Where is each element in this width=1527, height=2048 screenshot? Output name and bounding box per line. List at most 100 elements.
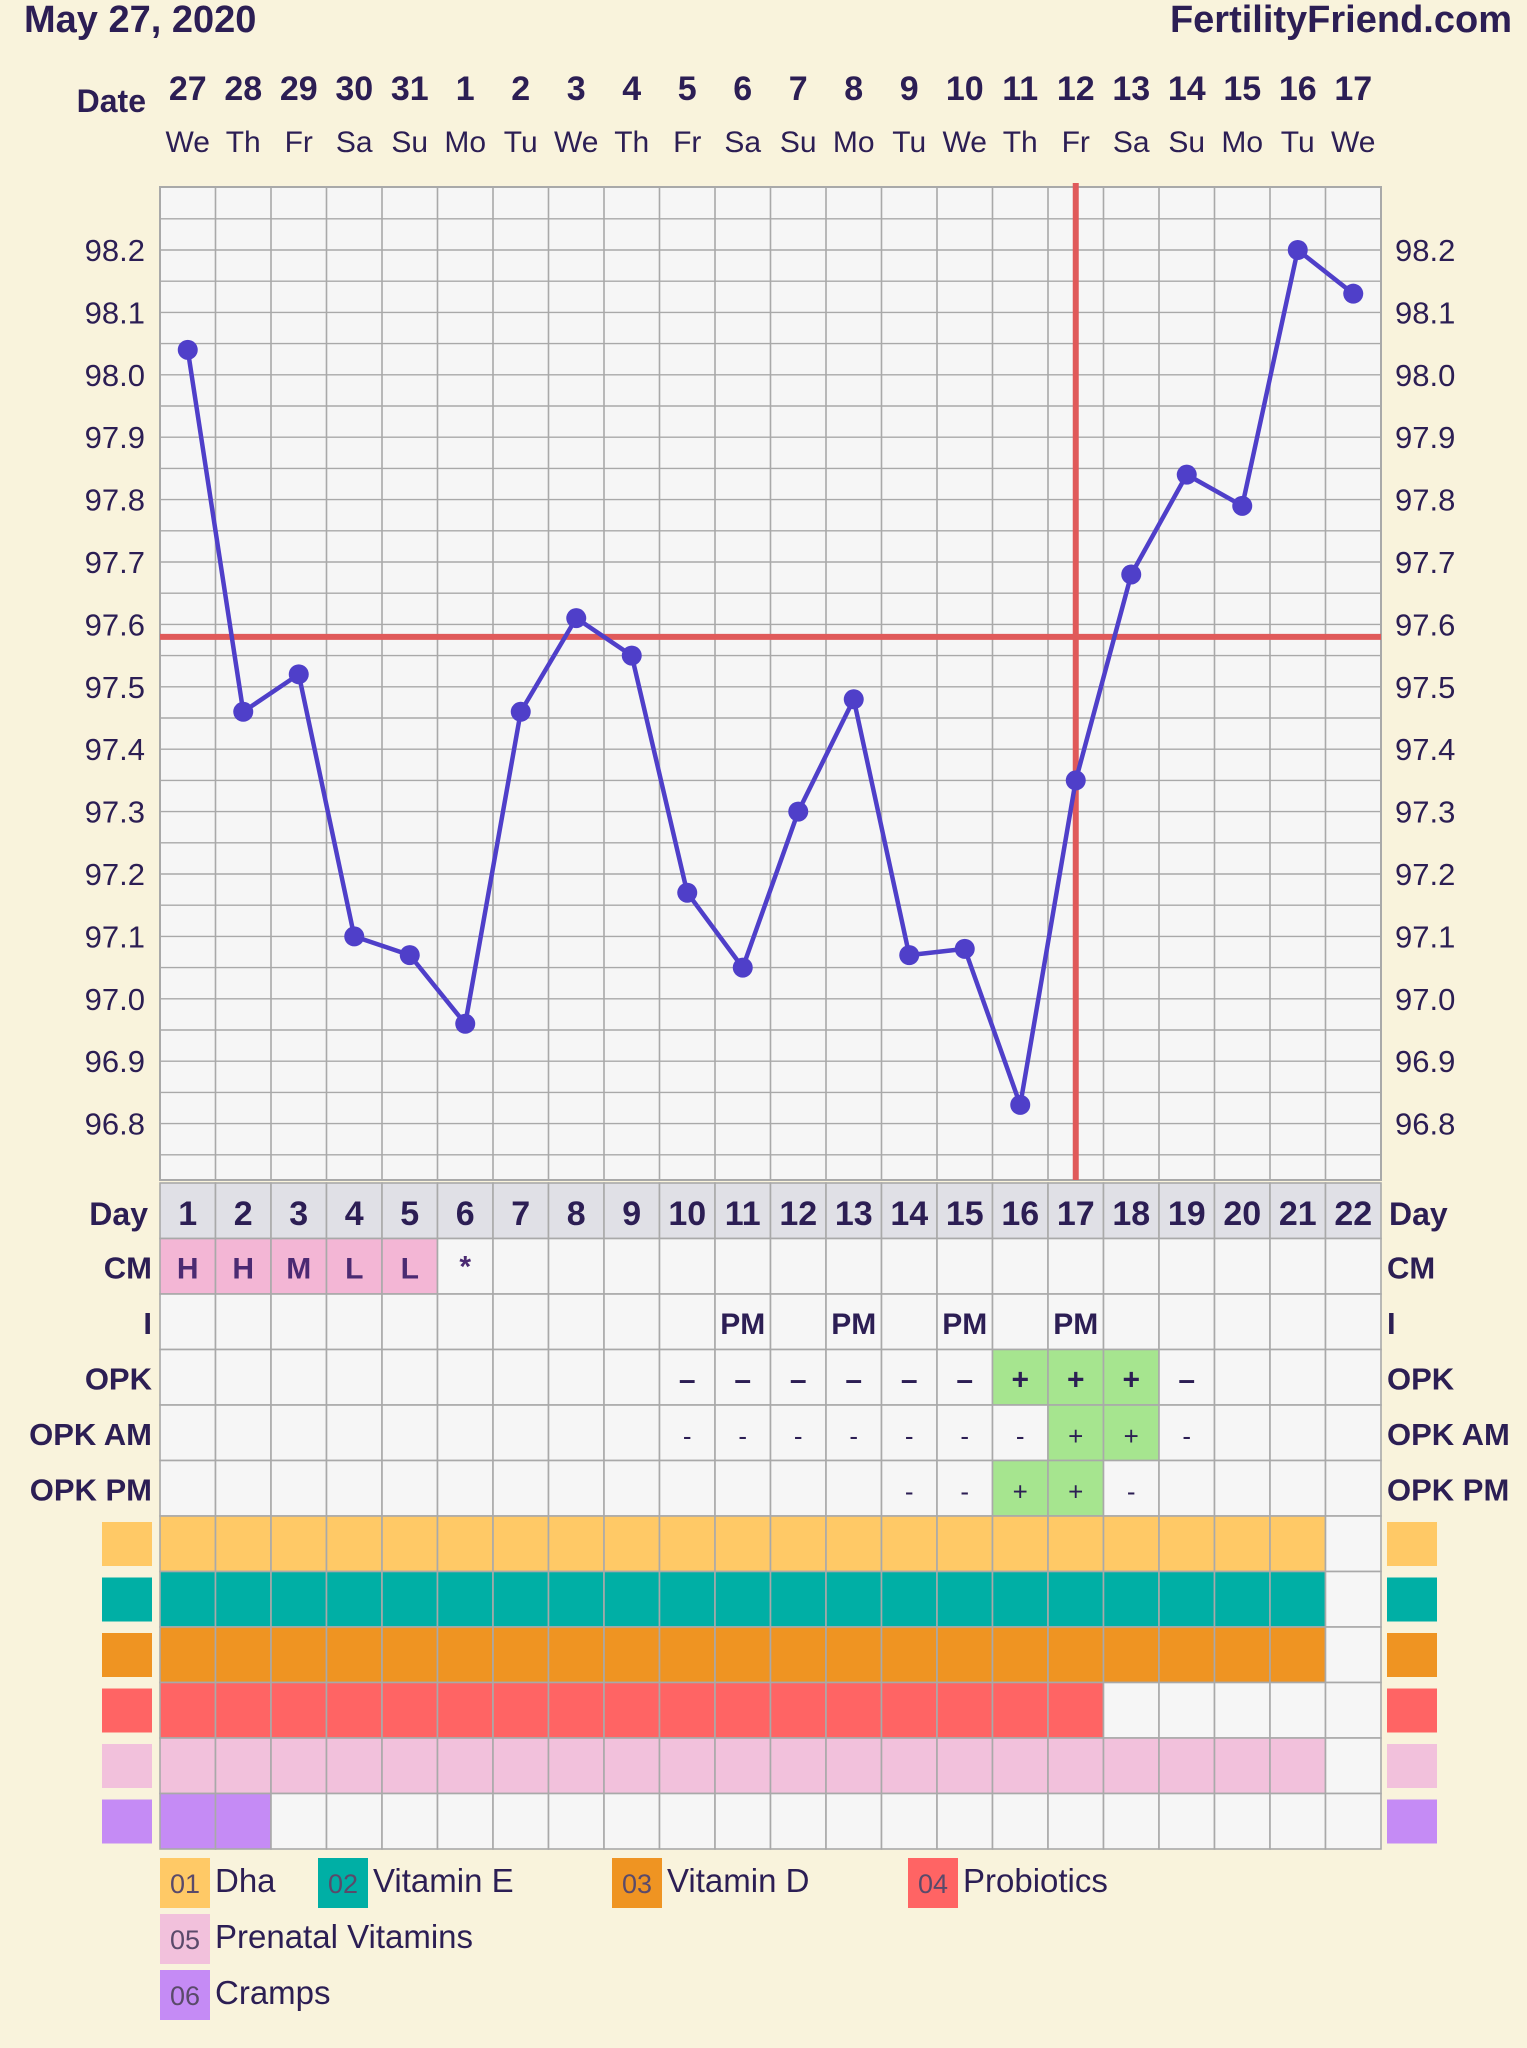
supplement-cell-06 bbox=[825, 1792, 883, 1850]
obs-cell-opk_pm bbox=[436, 1459, 494, 1517]
weekday-label: Tu bbox=[892, 126, 926, 159]
supplement-cell-02 bbox=[325, 1570, 383, 1628]
y-tick-label-left: 97.5 bbox=[85, 670, 145, 705]
obs-cell-cm bbox=[1269, 1237, 1327, 1295]
supplement-cell-03 bbox=[769, 1626, 827, 1684]
supplement-cell-05 bbox=[1158, 1737, 1216, 1795]
obs-cell-opk_am bbox=[658, 1404, 716, 1462]
supplement-code-box-left bbox=[102, 1688, 152, 1733]
obs-cell-opk_pm bbox=[1158, 1459, 1216, 1517]
supplement-cell-06 bbox=[547, 1792, 605, 1850]
obs-cell-opk bbox=[991, 1348, 1049, 1406]
obs-cell-opk_pm bbox=[1269, 1459, 1327, 1517]
supplement-cell-03 bbox=[714, 1626, 772, 1684]
obs-value-cm: H bbox=[232, 1253, 254, 1286]
obs-value-opk_am: - bbox=[1016, 1421, 1025, 1451]
supplement-code-box-left bbox=[102, 1799, 152, 1844]
obs-cell-opk_am bbox=[825, 1404, 883, 1462]
obs-cell-cm bbox=[1102, 1237, 1160, 1295]
obs-cell-i bbox=[159, 1293, 217, 1351]
weekday-label: Th bbox=[614, 126, 649, 159]
supplement-cell-06 bbox=[1102, 1792, 1160, 1850]
obs-value-opk: + bbox=[1122, 1364, 1140, 1397]
obs-value-opk: – bbox=[1178, 1364, 1195, 1397]
legend-code-03: 03 bbox=[622, 1869, 652, 1899]
supplement-cell-03 bbox=[214, 1626, 272, 1684]
supplement-cell-02 bbox=[714, 1570, 772, 1628]
supplement-cell-06 bbox=[325, 1792, 383, 1850]
obs-cell-opk_pm bbox=[991, 1459, 1049, 1517]
y-tick-label-left: 98.0 bbox=[85, 358, 145, 393]
supplement-cell-04 bbox=[1269, 1681, 1327, 1739]
supplement-code-box-left bbox=[102, 1633, 152, 1677]
obs-value-i: PM bbox=[1053, 1308, 1098, 1341]
date-label: 4 bbox=[622, 70, 641, 108]
legend-swatch-03 bbox=[612, 1858, 662, 1908]
obs-cell-opk_am bbox=[991, 1404, 1049, 1462]
obs-value-i: PM bbox=[831, 1308, 876, 1341]
obs-cell-opk_am bbox=[1047, 1404, 1105, 1462]
weekday-label: We bbox=[166, 126, 210, 159]
temperature-point bbox=[455, 1013, 476, 1034]
supplement-cell-01 bbox=[214, 1515, 272, 1573]
obs-cell-cm bbox=[1047, 1237, 1105, 1295]
obs-cell-opk bbox=[880, 1348, 938, 1406]
obs-cell-cm bbox=[325, 1237, 383, 1295]
obs-cell-opk bbox=[825, 1348, 883, 1406]
supplement-cell-02 bbox=[214, 1570, 272, 1628]
obs-cell-opk bbox=[936, 1348, 994, 1406]
obs-value-opk_pm: + bbox=[1068, 1477, 1083, 1507]
y-tick-label-right: 97.9 bbox=[1395, 420, 1455, 455]
weekday-label: Fr bbox=[673, 126, 701, 159]
obs-cell-opk_pm bbox=[492, 1459, 550, 1517]
row-label-left-opk_pm: OPK PM bbox=[30, 1473, 152, 1508]
weekday-label: Sa bbox=[1113, 126, 1150, 159]
y-tick-label-left: 97.9 bbox=[85, 420, 145, 455]
supplement-code-box-right bbox=[1387, 1522, 1437, 1566]
obs-value-opk_pm: + bbox=[1013, 1477, 1028, 1507]
obs-cell-opk_pm bbox=[1324, 1459, 1382, 1517]
supplement-cell-03 bbox=[658, 1626, 716, 1684]
supplement-cell-04 bbox=[936, 1681, 994, 1739]
obs-cell-opk bbox=[436, 1348, 494, 1406]
date-label: 14 bbox=[1168, 70, 1206, 108]
day-number: 13 bbox=[835, 1195, 873, 1233]
obs-value-opk_am: - bbox=[960, 1421, 969, 1451]
weekday-label: Sa bbox=[724, 126, 761, 159]
obs-cell-opk_pm bbox=[769, 1459, 827, 1517]
obs-cell-cm bbox=[270, 1237, 328, 1295]
obs-value-opk_am: + bbox=[1068, 1421, 1083, 1451]
supplement-cell-01 bbox=[325, 1515, 383, 1573]
supplement-cell-05 bbox=[991, 1737, 1049, 1795]
obs-cell-opk_pm bbox=[825, 1459, 883, 1517]
weekday-label: Th bbox=[226, 126, 261, 159]
y-tick-label-left: 97.4 bbox=[85, 732, 145, 767]
obs-cell-opk bbox=[492, 1348, 550, 1406]
legend-swatch-01 bbox=[160, 1858, 210, 1908]
obs-cell-i bbox=[769, 1293, 827, 1351]
obs-cell-cm bbox=[991, 1237, 1049, 1295]
supplement-cell-04 bbox=[214, 1681, 272, 1739]
supplement-cell-04 bbox=[325, 1681, 383, 1739]
supplement-cell-05 bbox=[214, 1737, 272, 1795]
obs-cell-cm bbox=[658, 1237, 716, 1295]
supplement-cell-02 bbox=[603, 1570, 661, 1628]
day-number: 22 bbox=[1334, 1195, 1372, 1233]
supplement-cell-01 bbox=[991, 1515, 1049, 1573]
obs-value-cm: L bbox=[401, 1253, 419, 1286]
legend-swatch-02 bbox=[318, 1858, 368, 1908]
obs-cell-opk bbox=[769, 1348, 827, 1406]
y-tick-label-right: 98.1 bbox=[1395, 295, 1455, 330]
temperature-point bbox=[1232, 495, 1253, 516]
temperature-point bbox=[1065, 770, 1086, 791]
obs-cell-opk_am bbox=[1324, 1404, 1382, 1462]
weekday-label: Tu bbox=[1281, 126, 1315, 159]
supplement-cell-06 bbox=[714, 1792, 772, 1850]
obs-value-i: PM bbox=[942, 1308, 987, 1341]
date-label: 29 bbox=[280, 70, 318, 108]
row-label-left-opk_am: OPK AM bbox=[29, 1417, 152, 1452]
obs-cell-opk bbox=[159, 1348, 217, 1406]
obs-cell-opk bbox=[381, 1348, 439, 1406]
supplement-cell-05 bbox=[1102, 1737, 1160, 1795]
legend-code-04: 04 bbox=[918, 1869, 948, 1899]
